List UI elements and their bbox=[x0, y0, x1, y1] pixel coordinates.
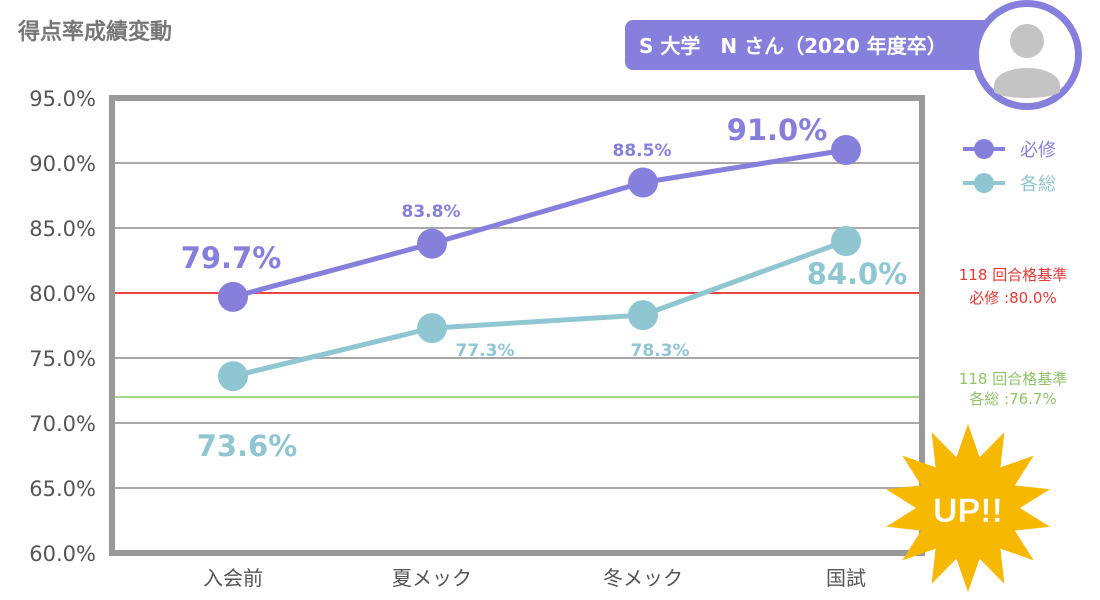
student-label: S 大学 N さん（2020 年度卒） bbox=[639, 34, 947, 58]
reference-label: 118 回合格基準 bbox=[959, 370, 1067, 388]
data-point bbox=[831, 226, 861, 256]
reference-label: 各総 :76.7% bbox=[969, 390, 1056, 408]
up-burst: UP!! bbox=[886, 424, 1050, 592]
x-tick-label: 国試 bbox=[826, 566, 866, 590]
data-label: 73.6% bbox=[197, 429, 298, 463]
up-badge-text: UP!! bbox=[933, 492, 1003, 530]
series-line bbox=[232, 238, 847, 379]
y-tick-label: 70.0% bbox=[29, 412, 96, 436]
data-label: 83.8% bbox=[402, 202, 461, 222]
data-point bbox=[628, 300, 658, 331]
data-point bbox=[218, 361, 248, 392]
plot-frame bbox=[109, 95, 925, 556]
starburst-shape bbox=[886, 424, 1050, 592]
y-tick-label: 65.0% bbox=[29, 477, 96, 501]
student-banner: S 大学 N さん（2020 年度卒） bbox=[625, 20, 1025, 70]
data-point bbox=[628, 167, 658, 198]
y-tick-label: 80.0% bbox=[29, 282, 96, 306]
legend-label: 必修 bbox=[1020, 140, 1056, 161]
reference-label: 必修 :80.0% bbox=[969, 289, 1056, 307]
y-tick-label: 90.0% bbox=[29, 152, 96, 176]
y-tick-label: 60.0% bbox=[29, 542, 96, 566]
data-point bbox=[417, 228, 447, 259]
legend-marker bbox=[974, 139, 994, 159]
data-label: 84.0% bbox=[807, 257, 908, 291]
data-label: 88.5% bbox=[613, 141, 672, 161]
data-point bbox=[417, 313, 447, 344]
reference-label: 118 回合格基準 bbox=[959, 266, 1067, 284]
data-point bbox=[831, 135, 861, 165]
y-tick-label: 95.0% bbox=[29, 87, 96, 111]
data-label: 91.0% bbox=[727, 113, 828, 147]
data-label: 79.7% bbox=[181, 241, 282, 275]
series-line bbox=[232, 147, 847, 300]
y-tick-label: 75.0% bbox=[29, 347, 96, 371]
avatar bbox=[972, 0, 1082, 110]
x-tick-label: 入会前 bbox=[203, 566, 263, 590]
legend-marker bbox=[974, 173, 994, 193]
data-label: 77.3% bbox=[456, 341, 515, 361]
legend-label: 各総 bbox=[1020, 174, 1056, 195]
person-icon bbox=[979, 7, 1075, 103]
data-point bbox=[218, 281, 248, 312]
data-label: 78.3% bbox=[631, 341, 690, 361]
chart-title: 得点率成績変動 bbox=[18, 20, 173, 45]
x-tick-label: 冬メック bbox=[603, 566, 683, 590]
y-tick-label: 85.0% bbox=[29, 217, 96, 241]
x-tick-label: 夏メック bbox=[392, 566, 472, 590]
